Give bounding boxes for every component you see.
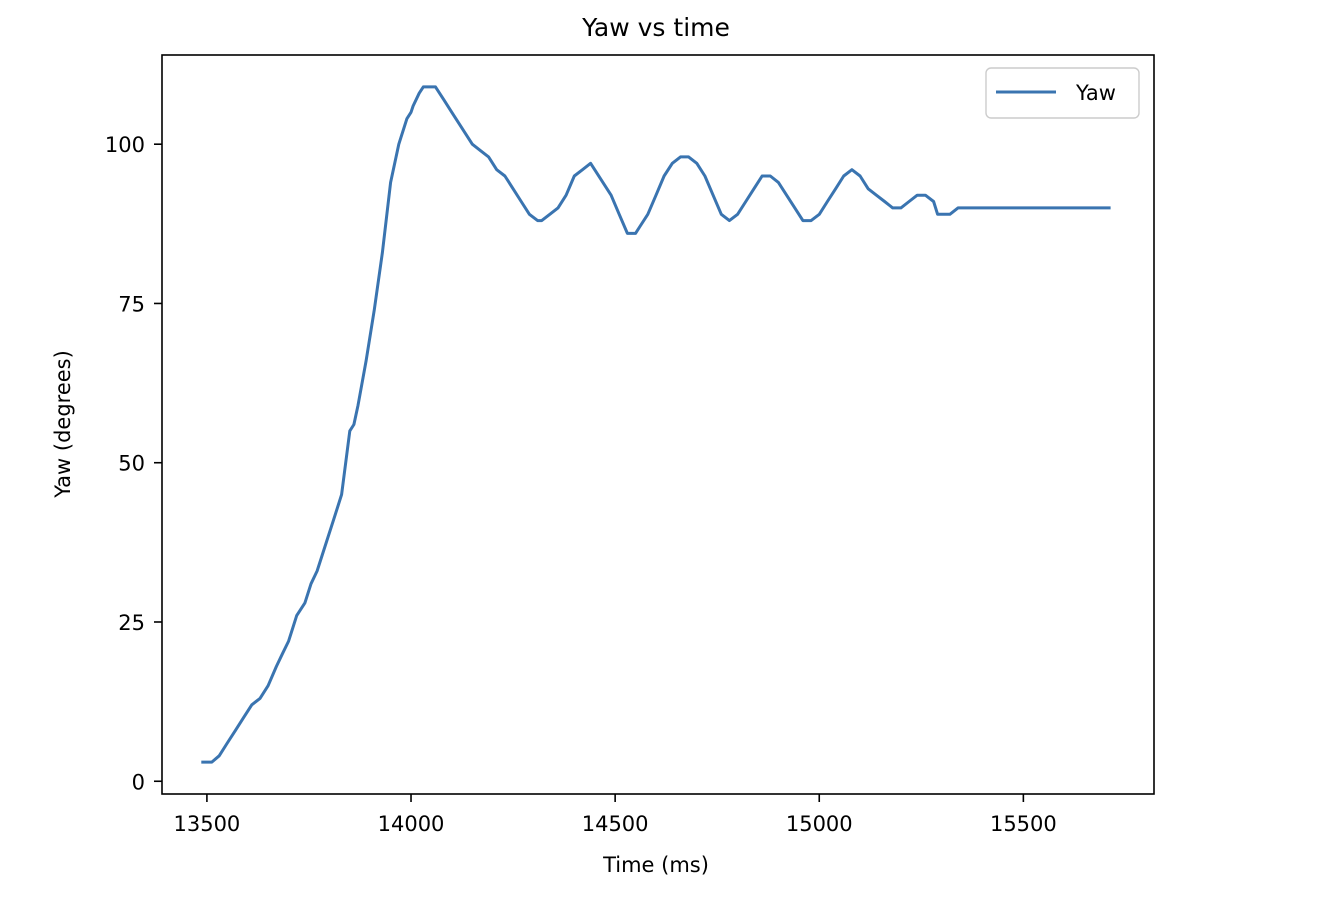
x-tick-label: 15000 [786, 812, 853, 836]
y-tick-label: 75 [118, 292, 145, 316]
y-tick-label: 50 [118, 452, 145, 476]
y-tick-label: 25 [118, 611, 145, 635]
plot-area [161, 54, 1155, 795]
x-tick-label: 14000 [378, 812, 445, 836]
series-line-yaw [201, 85, 1111, 764]
chart-title: Yaw vs time [581, 13, 730, 42]
x-axis: 13500 14000 14500 15000 15500 [173, 794, 1057, 836]
series-layer [201, 85, 1111, 764]
legend-box [985, 67, 1140, 119]
legend-label-yaw: Yaw [1075, 81, 1116, 105]
x-tick-label: 15500 [990, 812, 1057, 836]
y-axis: 0 25 50 75 100 [105, 133, 162, 794]
y-tick-label: 0 [132, 770, 145, 794]
y-axis-title: Yaw (degrees) [51, 350, 75, 499]
x-tick-label: 14500 [582, 812, 649, 836]
y-tick-label: 100 [105, 133, 145, 157]
x-axis-title: Time (ms) [602, 853, 709, 877]
legend: Yaw [985, 67, 1140, 119]
x-tick-label: 13500 [173, 812, 240, 836]
